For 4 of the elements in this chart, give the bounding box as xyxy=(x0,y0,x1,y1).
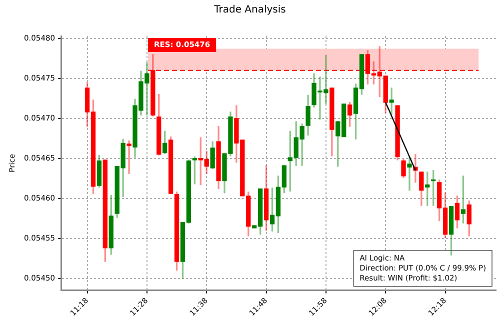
candlestick xyxy=(407,156,412,191)
candlestick xyxy=(126,140,132,174)
candlestick xyxy=(389,88,394,115)
chart-title: Trade Analysis xyxy=(213,4,286,16)
